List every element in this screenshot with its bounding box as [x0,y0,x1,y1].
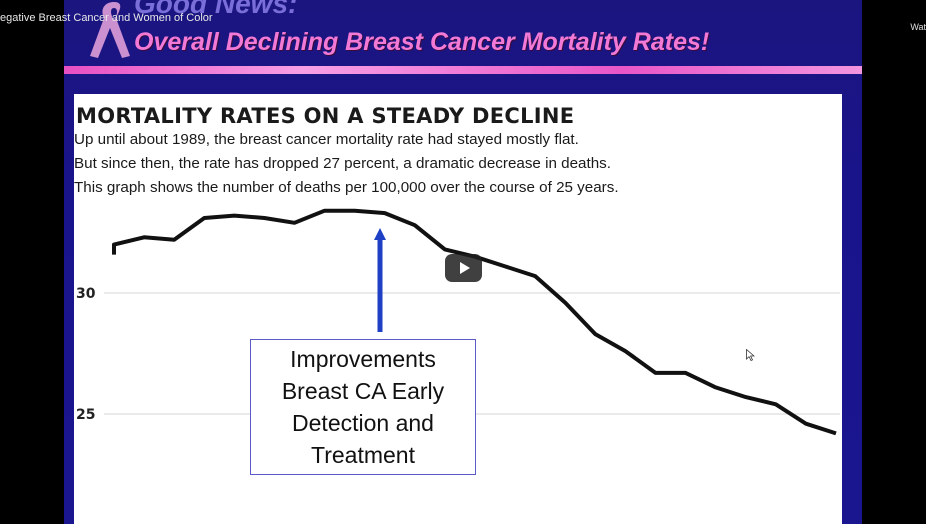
description-line-1: Up until about 1989, the breast cancer m… [74,131,579,148]
mouse-cursor-icon [746,349,755,361]
chart-heading: MORTALITY RATES ON A STEADY DECLINE [76,104,575,128]
mortality-line-chart: 30 25 [76,208,840,436]
chart-y-ticks: 30 25 [76,286,96,423]
play-icon [459,262,470,274]
annotation-callout: Improvements Breast CA Early Detection a… [250,339,476,475]
chart-description: Up until about 1989, the breast cancer m… [74,128,840,200]
arrow-head [374,228,386,240]
title-divider [64,66,862,74]
callout-text: Improvements Breast CA Early Detection a… [281,346,445,468]
y-tick-label-25: 25 [76,407,95,423]
chart-panel: MORTALITY RATES ON A STEADY DECLINE Up u… [74,94,842,524]
pink-ribbon-icon [90,2,130,58]
annotation-arrow [374,228,386,332]
mortality-series-line [112,208,837,436]
presentation-slide: Good News: Overall Declining Breast Canc… [64,0,862,524]
description-line-2: But since then, the rate has dropped 27 … [74,155,611,172]
good-news-heading: Good News: [134,0,298,19]
slide-title: Overall Declining Breast Cancer Mortalit… [134,28,710,56]
description-line-3: This graph shows the number of deaths pe… [74,179,619,196]
y-tick-label-30: 30 [76,286,96,302]
play-button[interactable] [445,254,482,282]
watch-later-button[interactable]: Wat [910,22,926,32]
video-title[interactable]: egative Breast Cancer and Women of Color [0,12,213,24]
